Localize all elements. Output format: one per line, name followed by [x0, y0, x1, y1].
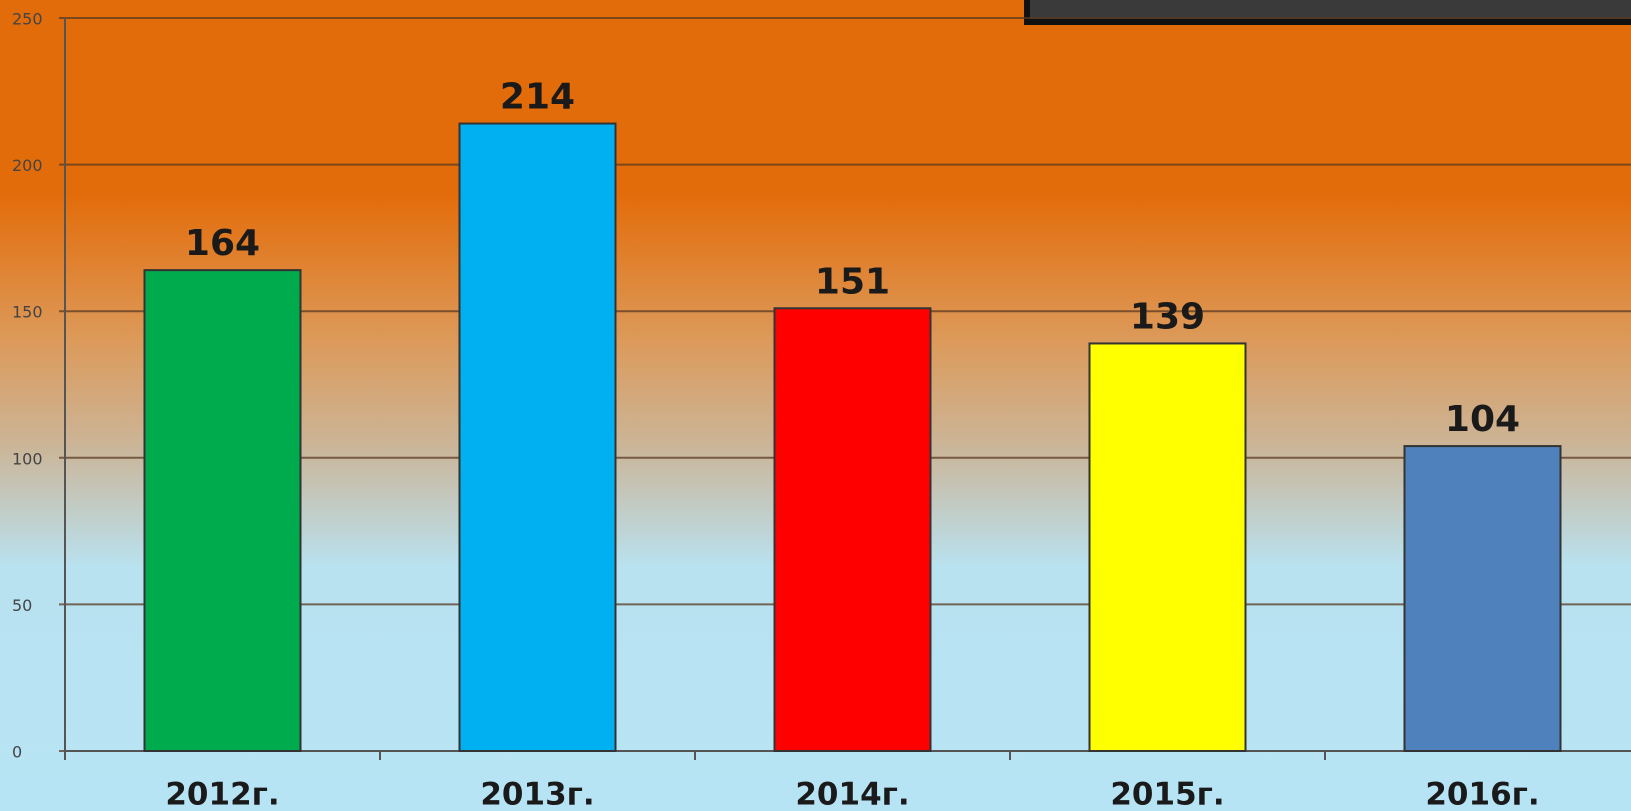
bar	[460, 124, 616, 751]
value-label: 151	[815, 261, 890, 302]
bar	[145, 270, 301, 751]
x-tick-label: 2016г.	[1425, 777, 1539, 811]
bar	[775, 308, 931, 751]
y-tick-label: 150	[12, 303, 43, 322]
value-label: 164	[185, 223, 260, 264]
x-tick-label: 2014г.	[795, 777, 909, 811]
bar	[1405, 446, 1561, 751]
x-tick-label: 2013г.	[480, 777, 594, 811]
value-label: 104	[1445, 399, 1520, 440]
y-tick-label: 0	[12, 743, 22, 762]
y-tick-label: 250	[12, 10, 43, 29]
y-tick-label: 100	[12, 449, 43, 468]
value-label: 139	[1130, 296, 1205, 337]
bar	[1090, 343, 1246, 751]
chart: 0 50 100 150 200 250 164 2012г. 214 2013г. 151 2014…	[0, 0, 1631, 811]
y-tick-label: 200	[12, 156, 43, 175]
x-tick-label: 2012г.	[165, 777, 279, 811]
value-label: 214	[500, 77, 575, 118]
y-tick-label: 50	[12, 596, 32, 615]
x-tick-label: 2015г.	[1110, 777, 1224, 811]
page: {"chart_data": {"type": "bar", "categori…	[0, 0, 1631, 811]
